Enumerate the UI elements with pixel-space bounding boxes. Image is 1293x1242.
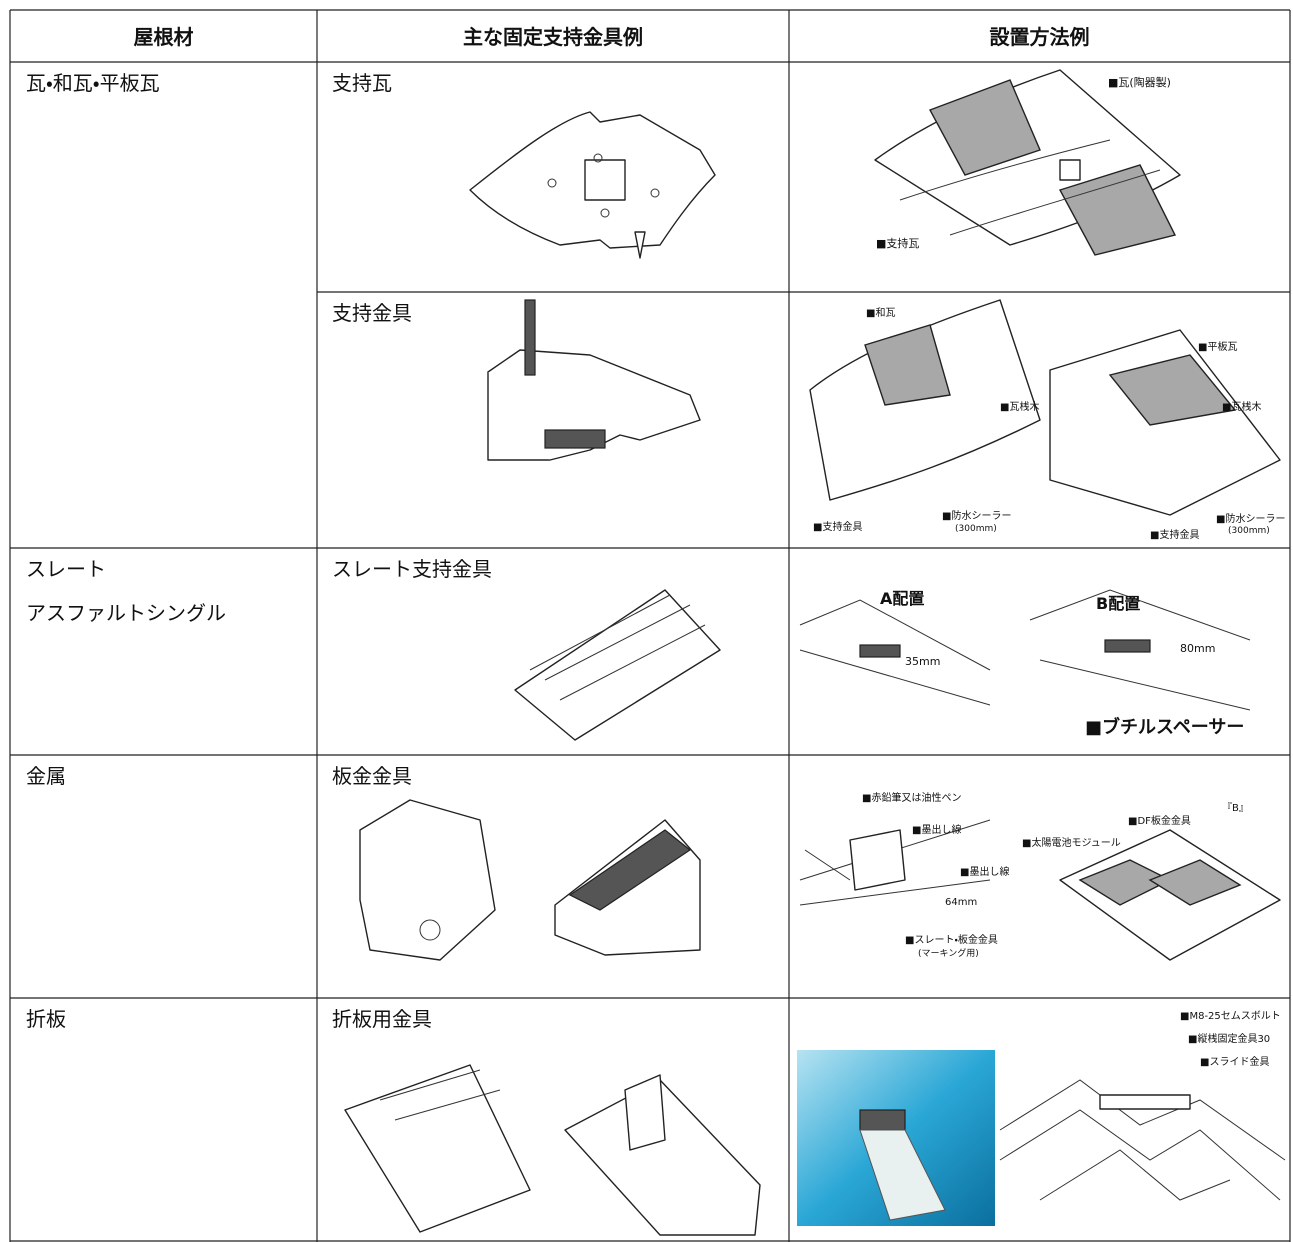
material-name: アスファルトシングル [26, 601, 226, 625]
header-cell: 主な固定支持金具例 [463, 25, 643, 49]
figure-label: ■支持金具 [1150, 528, 1199, 541]
illustrations [344, 69, 1286, 1236]
figure-label: ■支持瓦 [876, 236, 919, 250]
figure-label: ■平板瓦 [1198, 340, 1237, 353]
material-name: 折板 [26, 1007, 66, 1031]
figure-label: ■スライド金具 [1200, 1055, 1269, 1068]
figure-label: 80mm [1180, 642, 1215, 655]
figure-label: ■縦桟固定金具30 [1188, 1032, 1270, 1045]
figure-label: ■赤鉛筆又は油性ペン [862, 791, 961, 804]
figure-label: 35mm [905, 655, 940, 668]
header-row [10, 10, 1290, 62]
figure-label: ■ブチルスペーサー [1085, 716, 1244, 738]
figure-label: ■スレート・板金金具 [905, 933, 998, 946]
figure-label: A配置 [880, 589, 924, 608]
header-cell: 屋根材 [134, 25, 194, 49]
figure-label: ■和瓦 [866, 307, 895, 319]
figure-label: ■太陽電池モジュール [1022, 836, 1121, 849]
figure-label: ■支持金具 [813, 520, 862, 533]
figure-label: ■墨出し線 [960, 865, 1009, 878]
figure-label: ■墨出し線 [912, 823, 961, 836]
figure-label: 64mm [945, 897, 977, 908]
fitting-name: 支持金具 [332, 301, 412, 325]
material-name: スレート [26, 557, 106, 581]
figure-label: ■瓦桟木 [1222, 400, 1261, 413]
figure-label: (マーキング用) [918, 947, 979, 959]
figure-label: ■防水シーラー [1216, 512, 1285, 525]
fitting-name: 支持瓦 [332, 71, 392, 95]
figure-label: (300mm) [955, 524, 997, 534]
material-name: 瓦・和瓦・平板瓦 [26, 71, 160, 95]
figure-label: ■DF板金金具 [1128, 814, 1191, 827]
fitting-name: スレート支持金具 [332, 557, 492, 581]
header-cell: 設置方法例 [990, 25, 1090, 49]
figure-label: ■防水シーラー [942, 509, 1011, 522]
fitting-name: 板金金具 [332, 764, 412, 788]
figure-label: ■瓦(陶器製) [1108, 75, 1171, 89]
figure-label: ■瓦桟木 [1000, 400, 1039, 413]
figure-label: (300mm) [1228, 526, 1270, 536]
fitting-name: 折板用金具 [332, 1007, 432, 1031]
figure-label: ■M8-25セムスボルト [1180, 1010, 1281, 1022]
figure-label: 『B』 [1222, 802, 1249, 814]
figure-label: B配置 [1096, 594, 1140, 613]
material-name: 金属 [26, 764, 66, 788]
